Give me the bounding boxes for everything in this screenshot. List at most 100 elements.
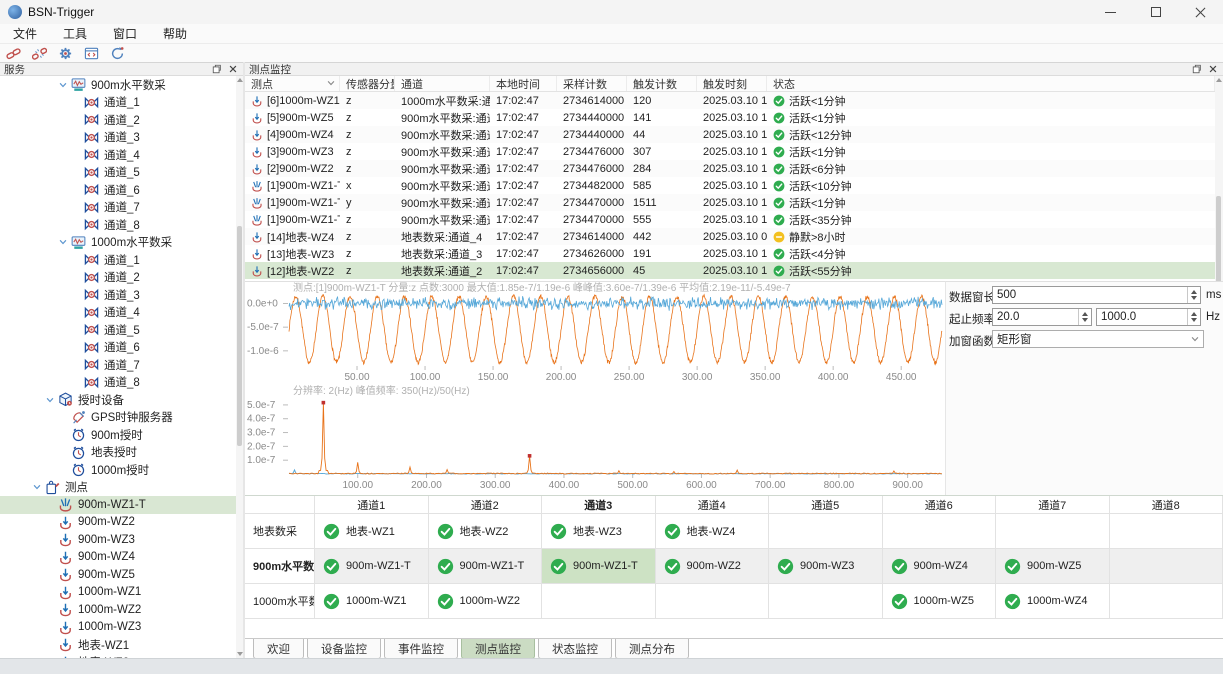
tree-item[interactable]: 通道_3 <box>0 129 236 147</box>
grid-cell[interactable]: 地表-WZ3 <box>542 514 656 549</box>
tree-item[interactable]: 通道_4 <box>0 146 236 164</box>
table-row[interactable]: [1]900m-WZ1-Tz900m水平数采:通道_317:02:4727344… <box>245 211 1215 228</box>
grid-cell[interactable]: 1000m-WZ2 <box>429 584 543 619</box>
tree-item[interactable]: 通道_1 <box>0 94 236 112</box>
grid-cell[interactable]: 900m-WZ2 <box>656 549 770 584</box>
tree-item[interactable]: 通道_7 <box>0 356 236 374</box>
grid-cell[interactable] <box>542 584 656 619</box>
table-row[interactable]: [12]地表-WZ2z地表数采:通道_217:02:47273465600045… <box>245 262 1215 279</box>
table-row[interactable]: [6]1000m-WZ1z1000m水平数采:通道_117:02:4727346… <box>245 92 1215 109</box>
column-header[interactable]: 触发计数 <box>627 76 697 91</box>
table-row[interactable]: [1]900m-WZ1-Tx900m水平数采:通道_117:02:4727344… <box>245 177 1215 194</box>
window-length-field[interactable]: 500 <box>992 286 1201 304</box>
tab-status-monitor[interactable]: 状态监控 <box>538 639 612 659</box>
column-header[interactable]: 采样计数 <box>557 76 627 91</box>
grid-column-header[interactable]: 通道5 <box>769 496 883 514</box>
grid-column-header[interactable]: 通道4 <box>656 496 770 514</box>
tree-item[interactable]: 地表授时 <box>0 444 236 462</box>
refresh-button[interactable] <box>109 45 126 62</box>
table-row[interactable]: [3]900m-WZ3z900m水平数采:通道_517:02:472734476… <box>245 143 1215 160</box>
tree-item[interactable]: 1000m-WZ2 <box>0 601 236 619</box>
minimize-button[interactable] <box>1088 0 1133 24</box>
grid-cell[interactable] <box>1110 514 1223 549</box>
grid-cell[interactable]: 900m-WZ4 <box>883 549 997 584</box>
grid-column-header[interactable]: 通道2 <box>429 496 543 514</box>
close-button[interactable] <box>1178 0 1223 24</box>
tree-item[interactable]: 900m-WZ5 <box>0 566 236 584</box>
tree-item[interactable]: 通道_3 <box>0 286 236 304</box>
table-row[interactable]: [13]地表-WZ3z地表数采:通道_317:02:47273462600019… <box>245 245 1215 262</box>
tree-item[interactable]: 900m-WZ2 <box>0 514 236 532</box>
grid-cell[interactable] <box>883 514 997 549</box>
column-header[interactable]: 本地时间 <box>490 76 557 91</box>
tree-item[interactable]: 测点 <box>0 479 236 497</box>
tree-item[interactable]: 1000m水平数采 <box>0 234 236 252</box>
grid-cell[interactable] <box>1110 549 1223 584</box>
tree-item[interactable]: 通道_5 <box>0 164 236 182</box>
grid-cell[interactable]: 地表-WZ4 <box>656 514 770 549</box>
table-row[interactable]: [14]地表-WZ4z地表数采:通道_417:02:47273461400044… <box>245 228 1215 245</box>
grid-cell[interactable]: 1000m-WZ4 <box>996 584 1110 619</box>
tree-item[interactable]: 授时设备 <box>0 391 236 409</box>
grid-cell[interactable] <box>656 584 770 619</box>
tree-expander-icon[interactable] <box>56 78 70 92</box>
grid-cell[interactable]: 地表-WZ1 <box>315 514 429 549</box>
tree-item[interactable]: 通道_2 <box>0 269 236 287</box>
column-header[interactable]: 传感器分量 <box>340 76 395 91</box>
close-panel-button[interactable] <box>227 64 239 75</box>
grid-cell[interactable]: 900m-WZ1-T <box>315 549 429 584</box>
menu-item[interactable]: 文件 <box>0 23 50 44</box>
tree-expander-icon[interactable] <box>43 393 57 407</box>
tree-item[interactable]: 1000m-WZ1 <box>0 584 236 602</box>
tree-item[interactable]: 900m水平数采 <box>0 76 236 94</box>
tree-item[interactable]: 通道_6 <box>0 339 236 357</box>
tree-item[interactable]: 地表-WZ1 <box>0 636 236 654</box>
tree-item[interactable]: 通道_2 <box>0 111 236 129</box>
maximize-button[interactable] <box>1133 0 1178 24</box>
grid-column-header[interactable]: 通道1 <box>315 496 429 514</box>
grid-cell[interactable] <box>769 584 883 619</box>
spinner-buttons[interactable] <box>1187 309 1200 325</box>
app-window-button[interactable] <box>83 45 100 62</box>
tree-scrollbar-thumb[interactable] <box>237 226 242 446</box>
close-panel-button[interactable] <box>1207 64 1219 75</box>
grid-cell[interactable]: 900m-WZ3 <box>769 549 883 584</box>
table-row[interactable]: [4]900m-WZ4z900m水平数采:通道_617:02:472734440… <box>245 126 1215 143</box>
grid-column-header[interactable]: 通道6 <box>883 496 997 514</box>
float-panel-button[interactable] <box>211 64 223 75</box>
tree-item[interactable]: 通道_1 <box>0 251 236 269</box>
tab-point-monitor[interactable]: 测点监控 <box>461 639 535 659</box>
grid-cell[interactable]: 地表-WZ2 <box>429 514 543 549</box>
connect-button[interactable] <box>5 45 22 62</box>
tab-welcome[interactable]: 欢迎 <box>253 639 304 659</box>
table-row[interactable]: [2]900m-WZ2z900m水平数采:通道_417:02:472734476… <box>245 160 1215 177</box>
column-header[interactable]: 触发时刻 <box>697 76 767 91</box>
disconnect-button[interactable] <box>31 45 48 62</box>
grid-cell[interactable]: 1000m-WZ5 <box>883 584 997 619</box>
tab-point-distribution[interactable]: 测点分布 <box>615 639 689 659</box>
freq-end-field[interactable]: 1000.0 <box>1096 308 1201 326</box>
tree-item[interactable]: 900m授时 <box>0 426 236 444</box>
tree-expander-icon[interactable] <box>30 480 44 494</box>
grid-cell[interactable]: 900m-WZ5 <box>996 549 1110 584</box>
grid-cell[interactable] <box>996 514 1110 549</box>
window-function-select[interactable]: 矩形窗 <box>992 330 1204 348</box>
tree-item[interactable]: 通道_7 <box>0 199 236 217</box>
waveform-chart[interactable]: 测点:[1]900m-WZ1-T 分量:z 点数:3000 最大值:1.85e-… <box>245 282 945 382</box>
column-header[interactable]: 测点 <box>245 76 340 91</box>
freq-start-field[interactable]: 20.0 <box>992 308 1092 326</box>
spectrum-chart[interactable]: 分辨率: 2(Hz) 峰值频率: 350(Hz)/50(Hz)5.0e-74.0… <box>245 382 945 495</box>
table-row[interactable]: [1]900m-WZ1-Ty900m水平数采:通道_217:02:4727344… <box>245 194 1215 211</box>
tree-scrollbar[interactable] <box>236 76 243 658</box>
settings-button[interactable] <box>57 45 74 62</box>
tree-item[interactable]: 900m-WZ3 <box>0 531 236 549</box>
grid-column-header[interactable]: 通道3 <box>542 496 656 514</box>
grid-cell[interactable]: 900m-WZ1-T <box>429 549 543 584</box>
tree-item[interactable]: 1000m-WZ3 <box>0 619 236 637</box>
tree-item[interactable]: 通道_8 <box>0 216 236 234</box>
tree-item[interactable]: GPS时钟服务器 <box>0 409 236 427</box>
tree-expander-icon[interactable] <box>56 235 70 249</box>
tree-item[interactable]: 通道_6 <box>0 181 236 199</box>
column-header[interactable]: 通道 <box>395 76 490 91</box>
tree-item[interactable]: 900m-WZ4 <box>0 549 236 567</box>
